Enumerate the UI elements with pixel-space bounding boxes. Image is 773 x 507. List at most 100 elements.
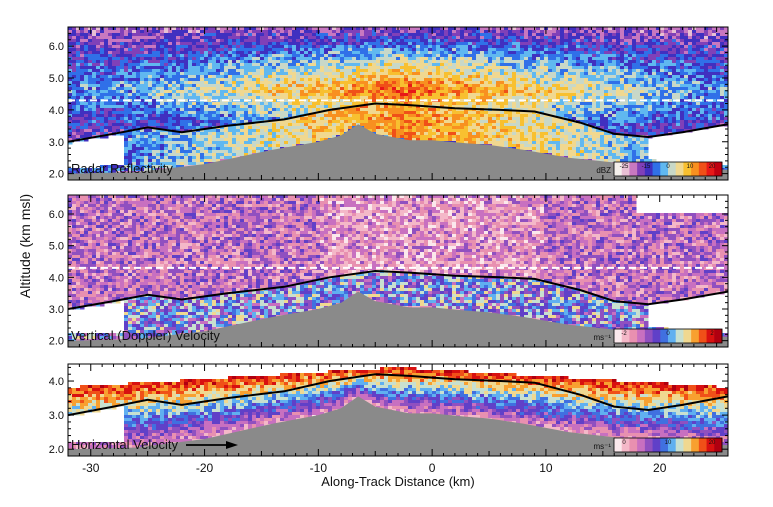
field-cell: [536, 72, 541, 76]
field-cell: [484, 33, 489, 37]
field-cell: [460, 30, 465, 34]
field-cell: [156, 153, 161, 157]
field-cell: [268, 87, 273, 91]
field-cell: [244, 102, 249, 106]
field-cell: [308, 81, 313, 85]
field-cell: [100, 57, 105, 61]
field-cell: [180, 129, 185, 133]
field-cell: [132, 120, 137, 124]
field-cell: [476, 75, 481, 79]
field-cell: [300, 57, 305, 61]
field-cell: [224, 81, 229, 85]
field-cell: [504, 120, 509, 124]
field-cell: [276, 114, 281, 118]
field-cell: [316, 132, 321, 136]
field-cell: [340, 108, 345, 112]
field-cell: [196, 114, 201, 118]
field-cell: [544, 84, 549, 88]
field-cell: [192, 153, 197, 157]
field-cell: [396, 45, 401, 49]
field-cell: [516, 123, 521, 127]
field-cell: [200, 138, 205, 142]
field-cell: [152, 141, 157, 145]
field-cell: [468, 57, 473, 61]
field-cell: [444, 36, 449, 40]
field-cell: [340, 132, 345, 136]
field-cell: [492, 93, 497, 97]
field-cell: [304, 102, 309, 106]
field-cell: [436, 51, 441, 55]
field-cell: [320, 111, 325, 115]
field-cell: [264, 48, 269, 52]
field-cell: [88, 90, 93, 94]
field-cell: [428, 126, 433, 130]
field-cell: [488, 81, 493, 85]
field-cell: [296, 123, 301, 127]
field-cell: [156, 51, 161, 55]
field-cell: [220, 102, 225, 106]
field-cell: [72, 45, 77, 49]
field-cell: [88, 36, 93, 40]
field-cell: [548, 27, 553, 31]
field-cell: [212, 156, 217, 160]
field-cell: [400, 120, 405, 124]
field-cell: [244, 48, 249, 52]
field-cell: [416, 57, 421, 61]
field-cell: [124, 108, 129, 112]
field-cell: [420, 114, 425, 118]
field-cell: [232, 33, 237, 37]
field-cell: [348, 36, 353, 40]
field-cell: [532, 84, 537, 88]
field-cell: [144, 54, 149, 58]
field-cell: [152, 81, 157, 85]
field-cell: [332, 135, 337, 139]
field-cell: [344, 36, 349, 40]
field-cell: [352, 114, 357, 118]
field-cell: [84, 171, 89, 175]
field-cell: [444, 57, 449, 61]
field-cell: [248, 54, 253, 58]
field-cell: [420, 90, 425, 94]
field-cell: [92, 84, 97, 88]
field-cell: [536, 45, 541, 49]
field-cell: [172, 48, 177, 52]
field-cell: [172, 108, 177, 112]
field-cell: [540, 72, 545, 76]
field-cell: [520, 75, 525, 79]
field-cell: [472, 126, 477, 130]
field-cell: [200, 48, 205, 52]
field-cell: [408, 45, 413, 49]
field-cell: [488, 84, 493, 88]
field-cell: [512, 132, 517, 136]
field-cell: [356, 69, 361, 73]
field-cell: [280, 63, 285, 67]
field-cell: [128, 117, 133, 121]
field-cell: [536, 78, 541, 82]
field-cell: [156, 108, 161, 112]
field-cell: [540, 27, 545, 31]
field-cell: [164, 144, 169, 148]
field-cell: [176, 66, 181, 70]
field-cell: [520, 30, 525, 34]
field-cell: [328, 78, 333, 82]
field-cell: [128, 90, 133, 94]
field-cell: [316, 102, 321, 106]
field-cell: [244, 147, 249, 151]
field-cell: [212, 51, 217, 55]
field-cell: [380, 36, 385, 40]
field-cell: [212, 42, 217, 46]
field-cell: [516, 129, 521, 133]
field-cell: [276, 84, 281, 88]
field-cell: [156, 69, 161, 73]
field-cell: [528, 126, 533, 130]
field-cell: [500, 36, 505, 40]
field-cell: [512, 138, 517, 142]
field-cell: [180, 138, 185, 142]
field-cell: [548, 129, 553, 133]
field-cell: [216, 78, 221, 82]
field-cell: [496, 48, 501, 52]
field-cell: [444, 96, 449, 100]
field-cell: [496, 75, 501, 79]
field-cell: [248, 81, 253, 85]
field-cell: [208, 120, 213, 124]
